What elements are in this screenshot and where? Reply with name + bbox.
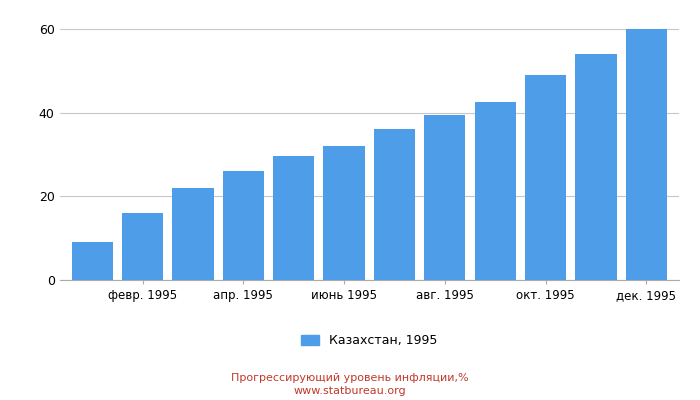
Bar [323, 146, 365, 280]
Bar [626, 29, 667, 280]
Text: www.statbureau.org: www.statbureau.org [294, 386, 406, 396]
Bar [122, 213, 163, 280]
Text: Прогрессирующий уровень инфляции,%: Прогрессирующий уровень инфляции,% [231, 373, 469, 383]
Legend: Казахстан, 1995: Казахстан, 1995 [301, 334, 438, 348]
Bar [273, 156, 314, 280]
Bar [223, 171, 264, 280]
Bar [172, 188, 214, 280]
Bar [475, 102, 516, 280]
Bar [525, 75, 566, 280]
Bar [424, 114, 466, 280]
Bar [374, 129, 415, 280]
Bar [575, 54, 617, 280]
Bar [71, 242, 113, 280]
